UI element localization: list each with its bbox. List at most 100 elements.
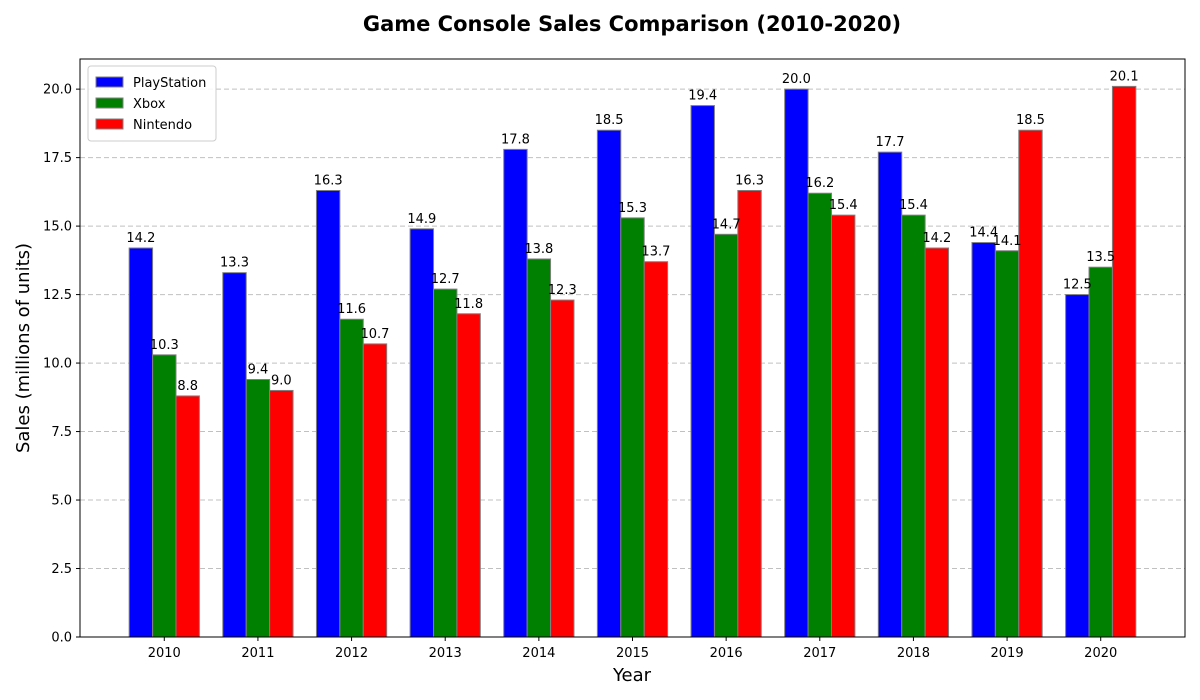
x-tick-label: 2018 [897,646,930,661]
bar-playstation-2010 [128,247,154,638]
bar-nintendo-2011 [269,389,294,638]
data-label: 19.4 [688,89,717,104]
x-axis-label: Year [612,665,652,686]
bar-playstation-2019 [971,242,996,638]
bar-playstation-2012 [315,189,341,638]
y-tick-label: 10.0 [43,357,72,372]
bar-nintendo-2017 [830,214,856,638]
bar-xbox-2015 [620,217,645,638]
data-label: 13.8 [524,242,553,257]
data-label: 17.8 [501,132,530,147]
y-tick-label: 17.5 [43,151,72,166]
bar-nintendo-2013 [456,313,481,638]
y-tick-label: 5.0 [51,494,72,509]
y-axis-label: Sales (millions of units) [13,243,34,453]
bar-xbox-2010 [152,354,177,638]
bar-nintendo-2020 [1111,85,1137,638]
y-tick-label: 20.0 [43,83,72,98]
bar-playstation-2016 [690,105,715,638]
legend-label-xbox: Xbox [133,97,166,112]
bar-nintendo-2018 [924,247,950,638]
data-label: 13.7 [641,245,670,260]
data-label: 12.7 [431,272,460,287]
legend-swatch-xbox [95,97,124,109]
data-label: 9.0 [271,373,292,388]
bar-nintendo-2016 [737,189,762,638]
x-tick-label: 2015 [616,646,649,661]
bar-xbox-2018 [901,214,926,638]
bar-playstation-2018 [877,151,903,638]
legend-swatch-nintendo [95,118,124,130]
bars [128,85,1137,638]
y-tick-label: 0.0 [51,631,72,646]
x-tick-label: 2011 [241,646,274,661]
x-tick-label: 2013 [429,646,462,661]
data-label: 16.3 [314,173,343,188]
x-tick-label: 2017 [803,646,836,661]
data-label: 14.9 [407,212,436,227]
x-tick-label: 2019 [991,646,1024,661]
data-label: 15.4 [829,198,858,213]
legend-label-playstation: PlayStation [133,76,206,91]
x-tick-label: 2012 [335,646,368,661]
data-label: 14.2 [922,231,951,246]
bar-playstation-2014 [503,148,528,638]
x-tick-label: 2014 [522,646,555,661]
data-label: 15.4 [899,198,928,213]
x-tick-label: 2020 [1084,646,1117,661]
data-label: 10.7 [361,327,390,342]
x-tick-label: 2016 [710,646,743,661]
data-label: 18.5 [1016,113,1045,128]
data-label: 12.5 [1063,278,1092,293]
data-label: 14.7 [712,217,741,232]
data-label: 13.5 [1086,250,1115,265]
data-label: 11.6 [337,302,366,317]
data-label: 20.1 [1110,69,1139,84]
bar-xbox-2016 [713,233,739,638]
data-label: 14.4 [969,226,998,241]
bar-xbox-2014 [526,258,552,638]
y-tick-label: 12.5 [43,288,72,303]
data-label: 13.3 [220,256,249,271]
data-label: 16.2 [805,176,834,191]
data-label: 14.1 [993,234,1022,249]
y-tick-label: 15.0 [43,220,72,235]
bar-xbox-2012 [339,318,364,638]
y-tick-label: 2.5 [51,562,72,577]
data-label: 10.3 [150,338,179,353]
x-tick-label: 2010 [148,646,181,661]
y-tick-label: 7.5 [51,425,72,440]
data-label: 12.3 [548,283,577,298]
data-label: 8.8 [177,379,198,394]
bar-xbox-2013 [433,288,458,638]
bar-xbox-2017 [807,192,832,638]
data-label: 11.8 [454,297,483,312]
bar-playstation-2013 [409,228,435,638]
data-label: 17.7 [876,135,905,150]
bar-xbox-2011 [245,379,271,638]
bar-nintendo-2019 [1018,129,1043,638]
bar-playstation-2020 [1065,294,1090,638]
bar-nintendo-2014 [550,299,575,638]
data-label: 16.3 [735,173,764,188]
axes: 0.0 2.5 5.0 7.5 10.0 12.5 15.0 17.5 20.0 2010 2011… [43,58,1186,661]
data-label: 15.3 [618,201,647,216]
data-labels: 14.2 13.3 16.3 14.9 17.8 18.5 19.4 20.0 17.7 14.4… [126,69,1138,394]
legend: PlayStation Xbox Nintendo [87,65,217,142]
bar-nintendo-2012 [362,343,388,638]
data-label: 9.4 [248,363,269,378]
legend-label-nintendo: Nintendo [133,118,192,133]
data-label: 18.5 [595,113,624,128]
bar-xbox-2020 [1088,266,1113,638]
bar-nintendo-2015 [643,261,669,638]
legend-swatch-playstation [95,76,124,88]
bar-nintendo-2010 [175,395,200,638]
bar-xbox-2019 [994,250,1020,638]
plot-frame [79,58,1186,638]
data-label: 20.0 [782,72,811,87]
data-label: 14.2 [126,231,155,246]
bar-playstation-2011 [222,272,247,638]
bar-playstation-2017 [784,88,809,638]
